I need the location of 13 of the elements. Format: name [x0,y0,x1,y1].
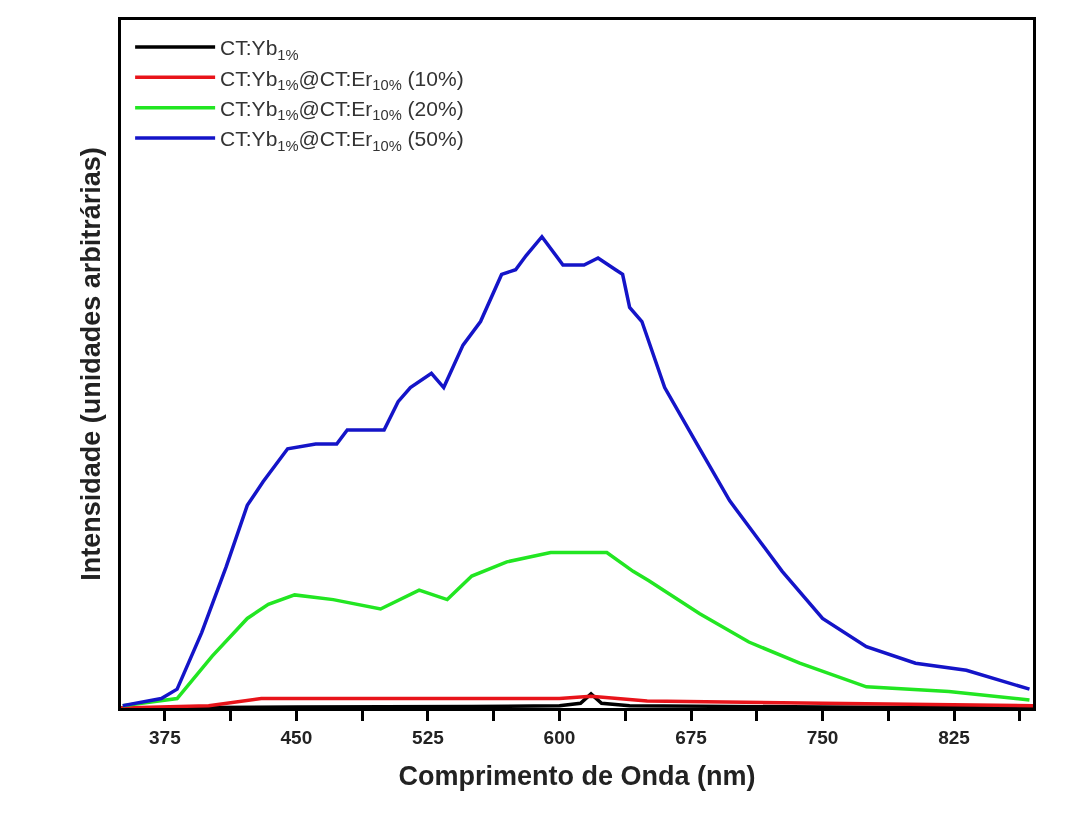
legend-label: CT:Yb$_{1%}$@CT:Er$_{10%}$ (10%) [220,66,464,93]
x-tick-label: 750 [806,726,839,748]
legend-label: CT:Yb$_{1%}$@CT:Er$_{10%}$ (50%) [220,127,464,154]
x-axis-title: Comprimento de Onda (nm) [398,761,756,792]
legend-label: CT:Yb$_{1%}$ [220,36,299,63]
x-tick-label: 450 [280,726,313,748]
legend-label: CT:Yb$_{1%}$@CT:Er$_{10%}$ (20%) [220,96,464,124]
x-tick-label: 675 [675,726,708,748]
x-tick-label: 600 [543,726,576,748]
y-axis-title: Intensidade (unidades arbitrárias) [76,147,107,581]
x-tick-label: 525 [412,726,445,748]
x-tick-label: 825 [938,726,971,748]
x-tick-label: 375 [149,726,182,748]
